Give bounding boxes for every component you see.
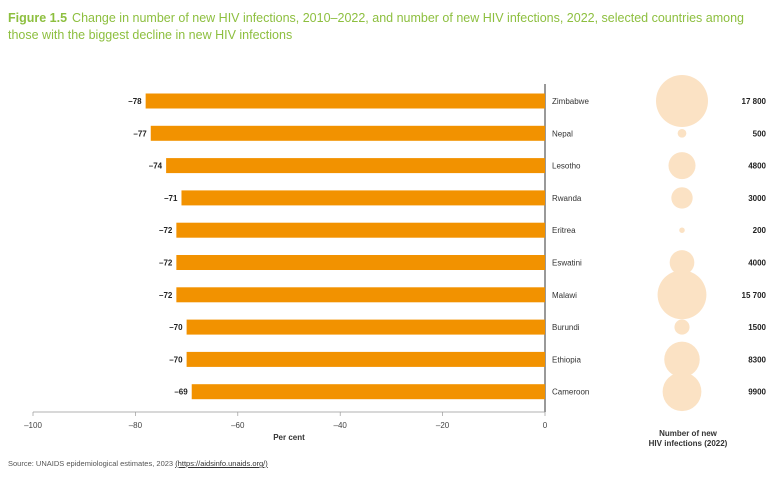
bar-value-label: –71 [164, 194, 178, 203]
bubble-value-label: 1500 [748, 323, 766, 332]
bubble [668, 152, 696, 180]
bar-value-label: –72 [159, 291, 173, 300]
country-label: Ethiopia [552, 355, 581, 364]
figure-label: Figure 1.5 [8, 11, 68, 25]
bubble-value-label: 200 [753, 226, 767, 235]
bubble [671, 187, 693, 209]
bar [191, 384, 545, 400]
source-note: Source: UNAIDS epidemiological estimates… [8, 459, 268, 468]
bar-value-label: –70 [169, 355, 183, 364]
x-tick-label: –80 [129, 421, 143, 430]
bubble-axis-label: Number of new HIV infections (2022) [649, 429, 728, 448]
bar-value-label: –72 [159, 226, 173, 235]
bubble [679, 227, 685, 233]
figure-title: Figure 1.5 Change in number of new HIV in… [8, 10, 768, 44]
country-label: Zimbabwe [552, 97, 589, 106]
bar [181, 190, 546, 206]
bar-value-label: –70 [169, 323, 183, 332]
bubble-value-label: 500 [753, 129, 767, 138]
bar-value-label: –78 [128, 97, 142, 106]
bar-value-label: –72 [159, 259, 173, 268]
country-label: Burundi [552, 323, 580, 332]
source-link[interactable]: (https://aidsinfo.unaids.org/) [175, 459, 268, 468]
bubble [664, 341, 700, 378]
bar [176, 287, 546, 303]
bubble [669, 250, 695, 275]
bubble-chart: 17 800 500 4800 3000 200 4000 15 700 1500 8300 99… [649, 75, 767, 448]
bubble [657, 270, 707, 320]
bar [166, 158, 545, 174]
bubble-value-label: 4000 [748, 259, 766, 268]
bubble [662, 372, 702, 412]
country-label: Lesotho [552, 162, 581, 171]
bar [176, 255, 546, 270]
bar [176, 222, 546, 238]
bar-value-label: –74 [149, 162, 163, 171]
bar [150, 125, 545, 141]
x-axis-label: Per cent [273, 433, 305, 442]
bar [145, 93, 545, 109]
bar-value-label: –77 [133, 129, 147, 138]
bubble-value-label: 17 800 [742, 97, 767, 106]
source-text: Source: UNAIDS epidemiological estimates… [8, 459, 174, 468]
country-label: Eritrea [552, 226, 576, 235]
figure-title-text: Change in number of new HIV infections, … [8, 11, 744, 42]
bubble-value-label: 15 700 [742, 291, 767, 300]
bubble [656, 75, 708, 127]
bubble [677, 128, 687, 138]
country-label: Cameroon [552, 388, 589, 397]
bar [186, 351, 545, 367]
bar-value-label: –69 [174, 388, 188, 397]
x-tick-label: –40 [334, 421, 348, 430]
bar-chart: –100 –80 –60 –40 –20 0 Per cent –78 Zimbabwe –77 N… [24, 84, 589, 442]
bubble-value-label: 3000 [748, 194, 766, 203]
country-label: Eswatini [552, 259, 582, 268]
bubble-value-label: 4800 [748, 162, 766, 171]
country-label: Rwanda [552, 194, 582, 203]
x-tick-label: –60 [231, 421, 245, 430]
x-tick-label: 0 [543, 421, 548, 430]
bubble-value-label: 9900 [748, 388, 766, 397]
bar [186, 319, 545, 335]
bubble [674, 319, 690, 335]
bubble-value-label: 8300 [748, 355, 766, 364]
country-label: Nepal [552, 129, 573, 138]
x-tick-label: –20 [436, 421, 450, 430]
country-label: Malawi [552, 291, 577, 300]
x-tick-label: –100 [24, 421, 42, 430]
